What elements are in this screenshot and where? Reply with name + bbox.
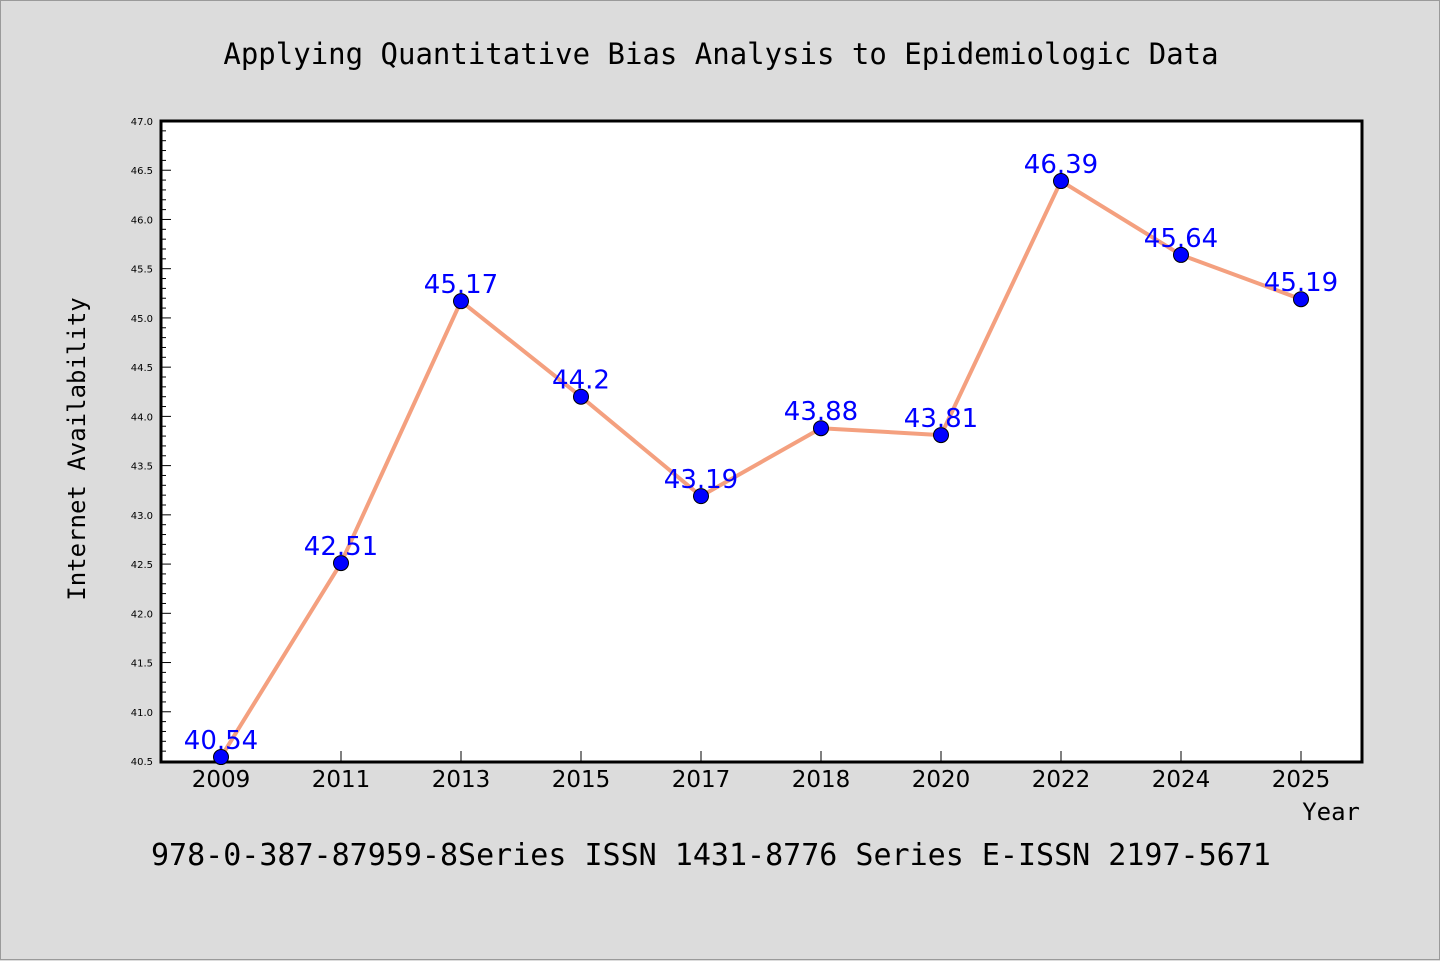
x-tick-label: 2025 [1272,767,1331,793]
x-tick-label: 2022 [1032,767,1091,793]
x-tick-label: 2011 [312,767,371,793]
x-tick-label: 2020 [912,767,971,793]
y-tick-label: 45.0 [131,314,153,325]
y-axis: 40.5 41.0 41.5 42.0 42.5 43.0 43.5 44.0 44.5 45.0… [131,117,171,768]
y-tick-label: 43.5 [131,462,153,473]
data-point [333,555,349,572]
footer-isbn-text: 978-0-387-87959-8Series ISSN 1431-8776 S… [151,838,1271,873]
data-point [693,488,709,505]
data-point [813,420,829,437]
x-tick-label: 2018 [792,767,851,793]
data-point [1173,246,1189,263]
y-tick-label: 46.5 [131,166,153,177]
chart-title: Applying Quantitative Bias Analysis to E… [223,37,1218,71]
y-tick-label: 46.0 [131,215,153,226]
y-tick-label: 40.5 [131,757,153,768]
data-label: 45.17 [424,270,498,300]
data-label: 43.19 [664,465,738,495]
x-tick-label: 2009 [192,767,251,793]
series-line [219,179,1303,760]
x-axis: 2009 2011 2013 2015 2017 2018 2020 2022 2024 2025 [192,751,1331,793]
y-tick-label: 41.5 [131,659,153,670]
data-label: 43.88 [784,397,858,427]
y-tick-label: 42.5 [131,560,153,571]
y-tick-label: 47.0 [131,117,153,128]
y-axis-label: Internet Availability [63,297,91,600]
x-axis-label: Year [1302,798,1360,826]
data-label: 46.39 [1024,150,1098,180]
x-tick-label: 2015 [552,767,611,793]
series-group: 40.54 42.51 45.17 44.2 43.19 43.88 43.81 46.39 4… [184,150,1338,766]
plot-area [159,119,1364,764]
data-label: 43.81 [904,404,978,434]
data-point [1053,173,1069,190]
data-label: 44.2 [552,366,610,396]
data-label: 45.19 [1264,268,1338,298]
x-tick-label: 2017 [672,767,731,793]
data-label: 42.51 [304,532,378,562]
data-point [213,749,229,766]
data-point [573,388,589,405]
y-tick-label: 41.0 [131,708,153,719]
y-tick-label: 45.5 [131,265,153,276]
y-tick-label: 43.0 [131,511,153,522]
x-tick-label: 2024 [1152,767,1211,793]
data-point [933,427,949,444]
data-point [1293,291,1309,308]
y-tick-label: 42.0 [131,609,153,620]
data-point [453,293,469,310]
y-tick-label: 44.0 [131,412,153,423]
data-label: 45.64 [1144,224,1218,254]
y-tick-label: 44.5 [131,363,153,374]
data-label: 40.54 [184,726,258,756]
x-tick-label: 2013 [432,767,491,793]
